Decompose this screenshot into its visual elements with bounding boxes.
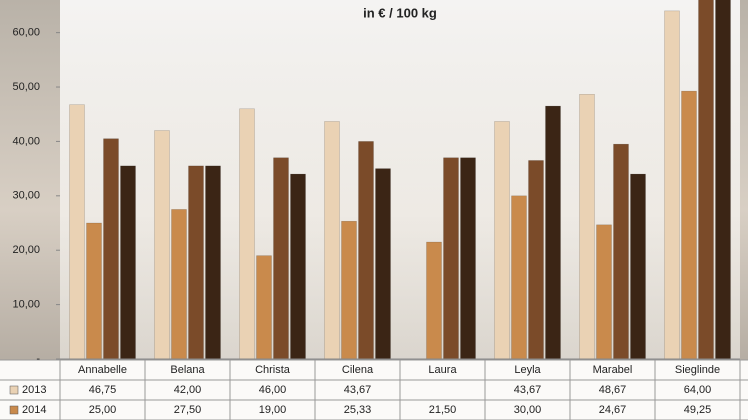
bar [664, 10, 680, 360]
bar [171, 209, 187, 360]
bar [205, 165, 221, 360]
legend-label: 2014 [22, 404, 46, 416]
y-tick-label: - [36, 353, 40, 365]
bar [256, 255, 272, 360]
bar [69, 104, 85, 360]
data-label: 46,00 [259, 384, 287, 396]
bar [290, 173, 306, 360]
x-tick-label: Annabelle [78, 364, 127, 376]
data-label: 21,50 [429, 404, 457, 416]
bar [426, 241, 442, 360]
chart-title: in € / 100 kg [363, 5, 437, 20]
data-label: 43,67 [514, 384, 542, 396]
bar [494, 121, 510, 360]
data-label: 49,25 [684, 404, 712, 416]
bar [698, 0, 714, 360]
y-tick-label: 30,00 [12, 190, 40, 202]
data-table [0, 360, 748, 420]
bar [613, 143, 629, 360]
bar [324, 121, 340, 360]
x-tick-label: Marabel [593, 364, 633, 376]
x-tick-label: Cilena [342, 364, 374, 376]
data-label: 25,00 [89, 404, 117, 416]
data-label: 30,00 [514, 404, 542, 416]
bar [596, 224, 612, 360]
y-tick-label: 60,00 [12, 27, 40, 39]
legend-marker [9, 385, 19, 395]
data-label: 42,00 [174, 384, 202, 396]
bar [630, 173, 646, 360]
legend-label: 2013 [22, 384, 46, 396]
bar [273, 157, 289, 360]
x-tick-label: Belana [170, 364, 205, 376]
legend-marker [9, 405, 19, 415]
bar [120, 165, 136, 360]
data-label: 27,50 [174, 404, 202, 416]
bar [239, 108, 255, 360]
data-label: 25,33 [344, 404, 372, 416]
x-tick-label: Laura [428, 364, 457, 376]
data-label: 46,75 [89, 384, 117, 396]
bar [460, 157, 476, 360]
bar [86, 222, 102, 360]
bar [341, 220, 357, 360]
bar [545, 105, 561, 360]
data-label: 19,00 [259, 404, 287, 416]
data-label: 24,67 [599, 404, 627, 416]
y-tick-label: 40,00 [12, 135, 40, 147]
bar [528, 160, 544, 360]
bar [154, 130, 170, 360]
y-tick-label: 50,00 [12, 81, 40, 93]
bar [443, 157, 459, 360]
bar [375, 168, 391, 360]
bar [511, 195, 527, 360]
data-label: 64,00 [684, 384, 712, 396]
bars [69, 0, 731, 360]
bar [358, 141, 374, 360]
bar [188, 165, 204, 360]
data-label: 43,67 [344, 384, 372, 396]
x-tick-label: Leyla [514, 364, 541, 376]
bar [715, 0, 731, 360]
data-label: 48,67 [599, 384, 627, 396]
x-tick-label: Christa [255, 364, 291, 376]
bar [103, 138, 119, 360]
y-tick-label: 20,00 [12, 244, 40, 256]
x-tick-label: Sieglinde [675, 364, 720, 376]
y-tick-label: 10,00 [12, 299, 40, 311]
bar [681, 90, 697, 360]
bar [579, 94, 595, 360]
